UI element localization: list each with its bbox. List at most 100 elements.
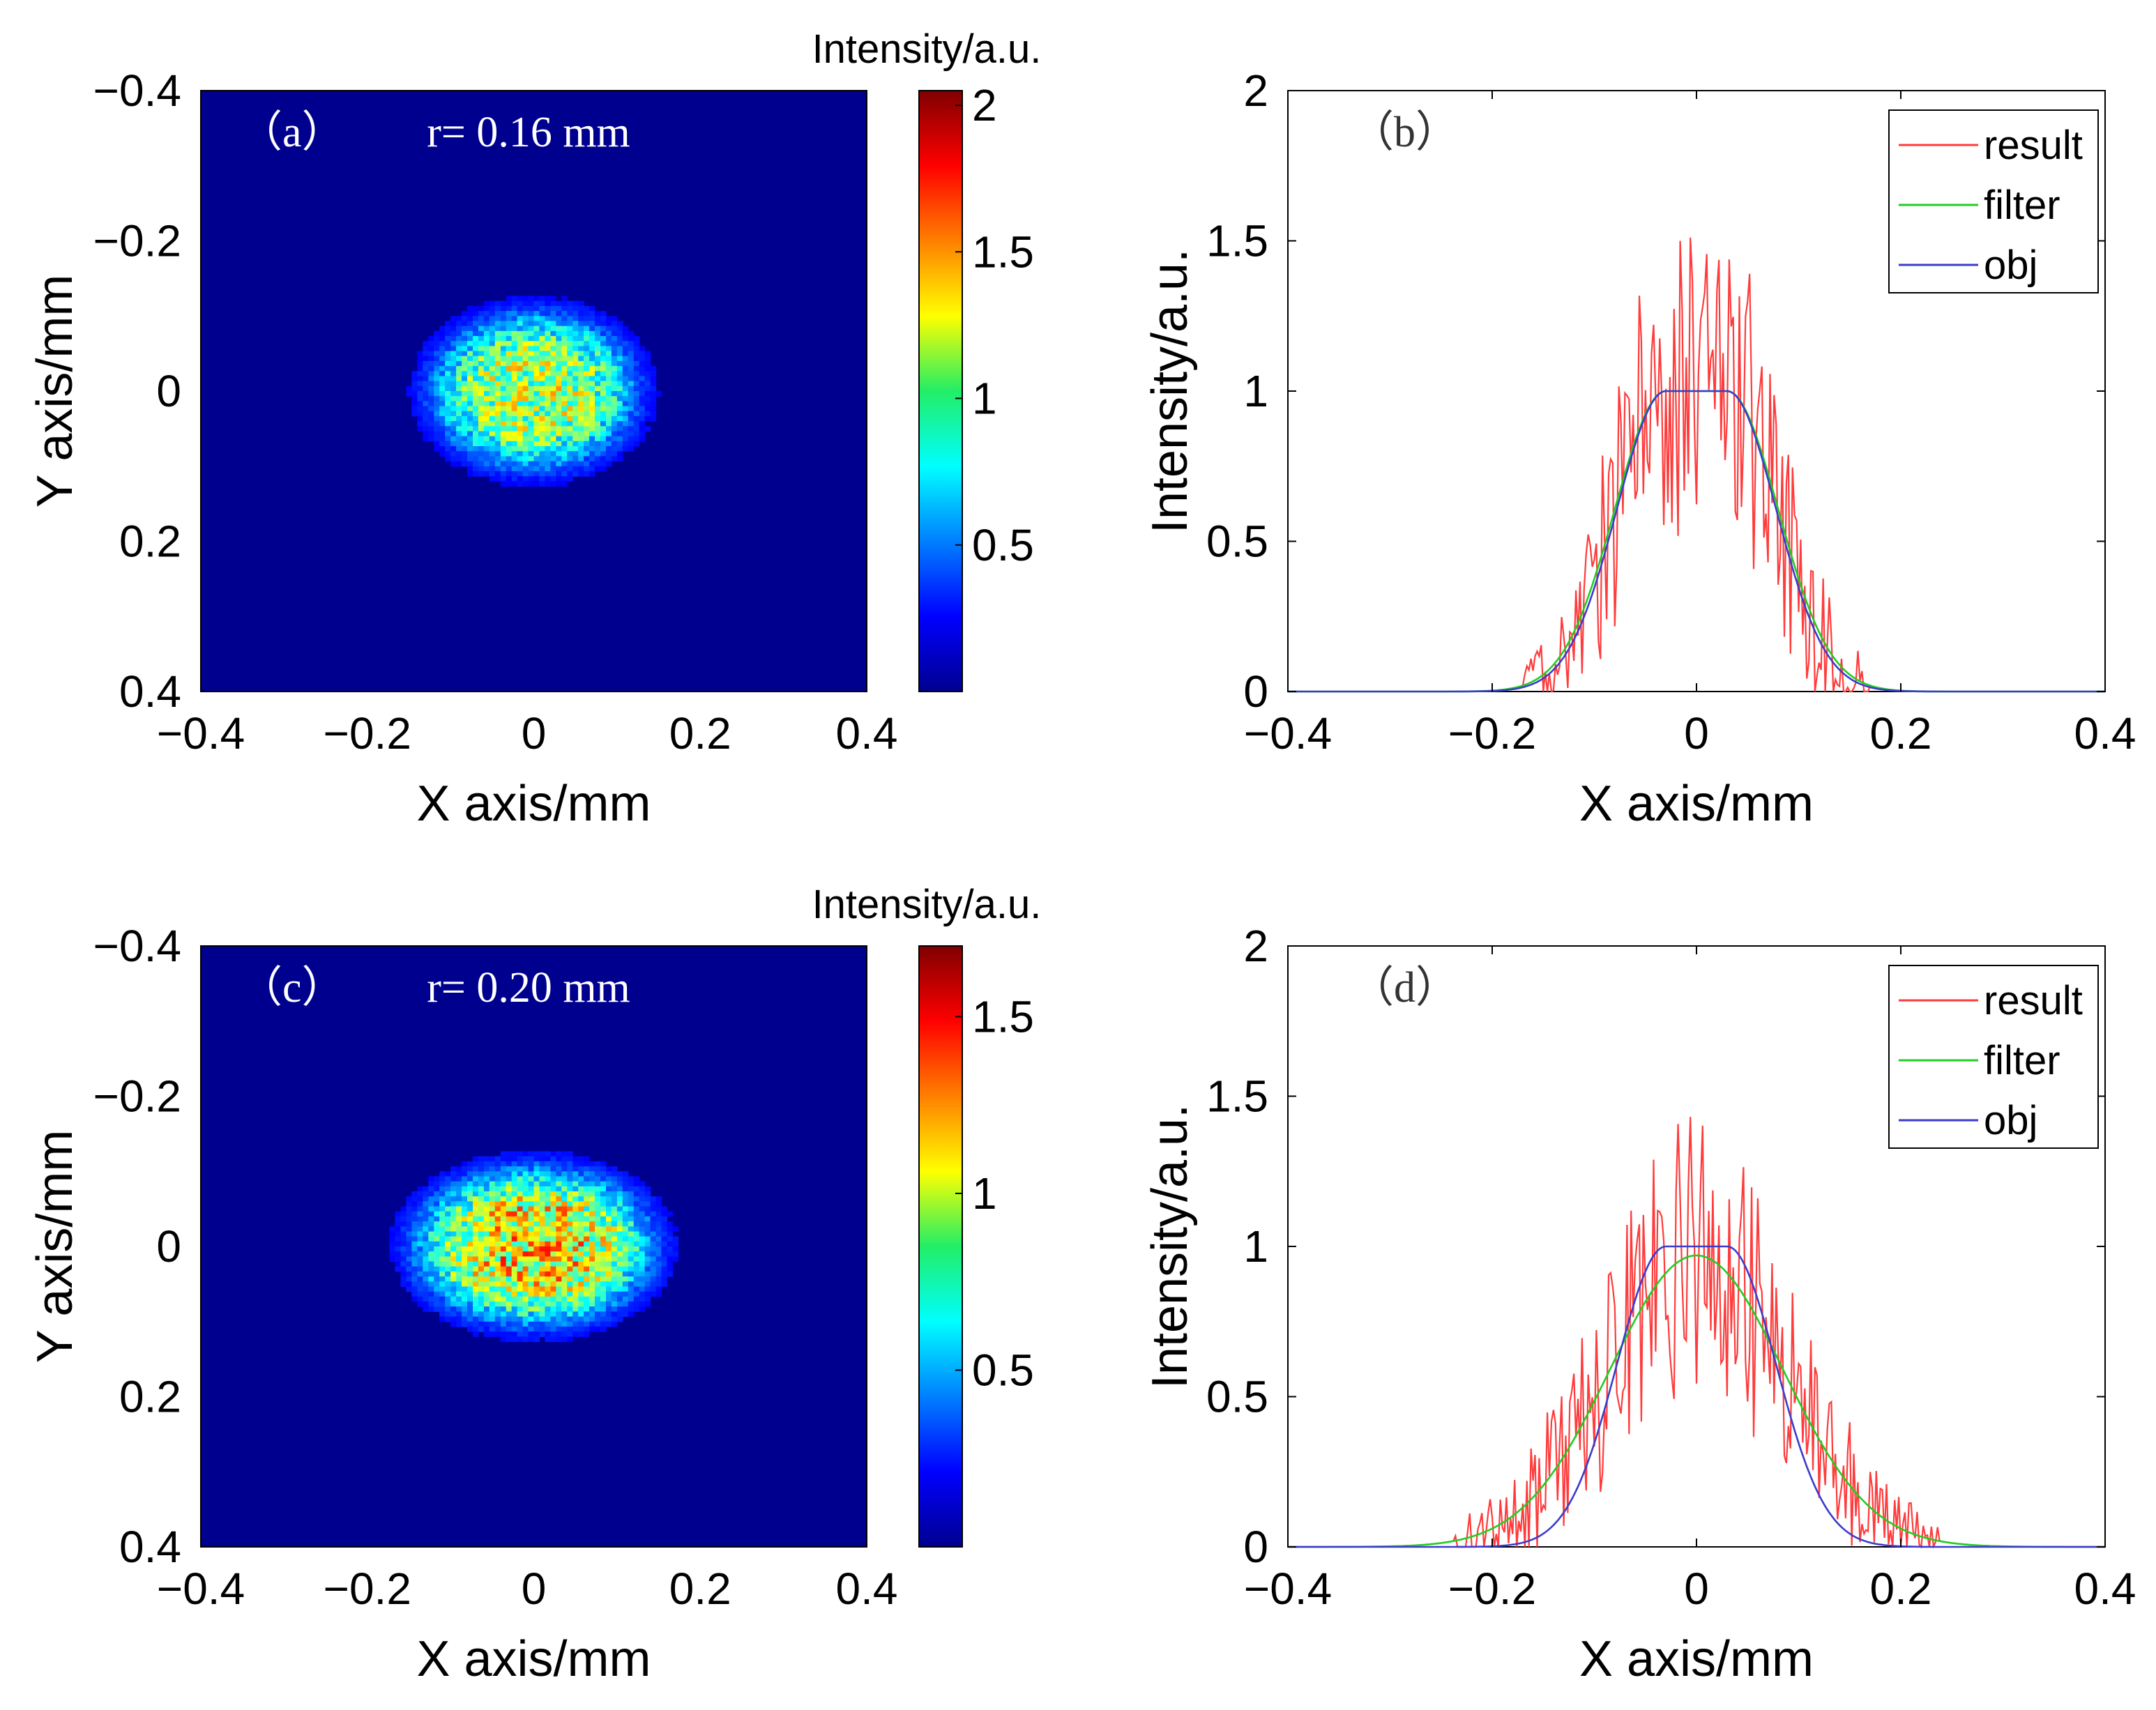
heatmap-cell — [572, 1236, 579, 1242]
heatmap-cell — [517, 316, 524, 322]
heatmap-cell — [517, 1296, 524, 1302]
heatmap-cell — [462, 336, 468, 342]
heatmap-cell — [550, 1276, 556, 1282]
heatmap-cell — [578, 1301, 584, 1307]
heatmap-cell — [533, 1151, 540, 1157]
heatmap-cell — [494, 396, 501, 402]
heatmap-cell — [595, 421, 601, 427]
heatmap-cell — [655, 1226, 662, 1232]
heatmap-cell — [572, 1171, 579, 1177]
heatmap-cell — [462, 1251, 468, 1257]
heatmap-cell — [600, 426, 607, 432]
heatmap-cell — [561, 466, 568, 472]
heatmap-cell — [478, 1231, 485, 1237]
heatmap-cell — [395, 1236, 402, 1242]
heatmap-cell — [517, 346, 524, 352]
heatmap-cell — [417, 1226, 423, 1232]
heatmap-cell — [478, 1156, 485, 1162]
heatmap-cell — [584, 1281, 590, 1288]
heatmap-cell — [456, 1311, 462, 1318]
heatmap-cell — [644, 406, 651, 412]
heatmap-cell — [522, 1211, 529, 1217]
heatmap-cell — [439, 436, 446, 442]
heatmap-cell — [423, 1266, 429, 1272]
heatmap-cell — [644, 371, 651, 377]
heatmap-cell — [439, 1281, 446, 1288]
heatmap-cell — [539, 1211, 546, 1217]
heatmap-cell — [578, 396, 584, 402]
heatmap-cell — [572, 305, 579, 312]
heatmap-cell — [556, 466, 562, 472]
panel-label: （c） — [239, 964, 345, 1012]
heatmap-cell — [600, 466, 607, 472]
heatmap-cell — [611, 336, 618, 342]
heatmap-cell — [483, 446, 490, 452]
heatmap-cell — [584, 1321, 590, 1327]
heatmap-cell — [489, 336, 496, 342]
heatmap-cell — [550, 385, 556, 392]
heatmap-cell — [489, 411, 496, 417]
heatmap-cell — [595, 446, 601, 452]
heatmap-cell — [395, 1241, 402, 1247]
heatmap-cell — [556, 461, 562, 467]
heatmap-cell — [567, 1211, 573, 1217]
heatmap-cell — [400, 1261, 407, 1267]
heatmap-cell — [517, 330, 524, 337]
heatmap-cell — [428, 366, 434, 372]
heatmap-cell — [417, 381, 423, 387]
heatmap-cell — [644, 1186, 651, 1192]
heatmap-cell — [655, 1206, 662, 1212]
heatmap-cell — [511, 421, 518, 427]
heatmap-cell — [606, 461, 612, 467]
heatmap-cell — [550, 300, 556, 307]
heatmap-cell — [644, 385, 651, 392]
heatmap-cell — [556, 1256, 562, 1262]
heatmap-cell — [650, 1251, 657, 1257]
heatmap-cell — [556, 1191, 562, 1197]
heatmap-cell — [450, 1176, 457, 1182]
heatmap-cell — [622, 1256, 629, 1262]
heatmap-cell — [589, 356, 595, 362]
heatmap-cell — [439, 391, 446, 397]
heatmap-cell — [595, 366, 601, 372]
heatmap-cell — [533, 360, 540, 367]
heatmap-cell — [478, 385, 485, 392]
heatmap-cell — [622, 426, 629, 432]
heatmap-cell — [578, 381, 584, 387]
heatmap-cell — [639, 1286, 646, 1292]
heatmap-cell — [522, 1156, 529, 1162]
heatmap-cell — [584, 466, 590, 472]
heatmap-cell — [423, 1261, 429, 1267]
heatmap-cell — [611, 1221, 618, 1227]
heatmap-cell — [556, 321, 562, 327]
heatmap-cell — [616, 1206, 623, 1212]
heatmap-cell — [539, 1166, 546, 1172]
heatmap-cell — [528, 1256, 535, 1262]
heatmap-cell — [506, 436, 513, 442]
heatmap-cell — [567, 1151, 573, 1157]
heatmap-cell — [462, 1306, 468, 1312]
heatmap-cell — [633, 406, 640, 412]
heatmap-cell — [611, 1226, 618, 1232]
heatmap-cell — [450, 1276, 457, 1282]
heatmap-cell — [545, 366, 551, 372]
heatmap-cell — [517, 396, 524, 402]
heatmap-cell — [661, 1281, 668, 1288]
heatmap-cell — [561, 376, 568, 382]
heatmap-cell — [467, 1256, 473, 1262]
heatmap-cell — [539, 1301, 546, 1307]
heatmap-cell — [428, 1191, 434, 1197]
heatmap-cell — [500, 1201, 507, 1207]
heatmap-cell — [494, 385, 501, 392]
heatmap-cell — [434, 1256, 440, 1262]
heatmap-cell — [389, 1246, 396, 1252]
heatmap-cell — [434, 415, 440, 422]
heatmap-cell — [561, 1236, 568, 1242]
heatmap-cell — [489, 1291, 496, 1297]
heatmap-cell — [395, 1246, 402, 1252]
heatmap-cell — [450, 366, 457, 372]
heatmap-cell — [423, 1256, 429, 1262]
heatmap-cell — [589, 411, 595, 417]
heatmap-cell — [511, 1251, 518, 1257]
heatmap-cell — [467, 1226, 473, 1232]
